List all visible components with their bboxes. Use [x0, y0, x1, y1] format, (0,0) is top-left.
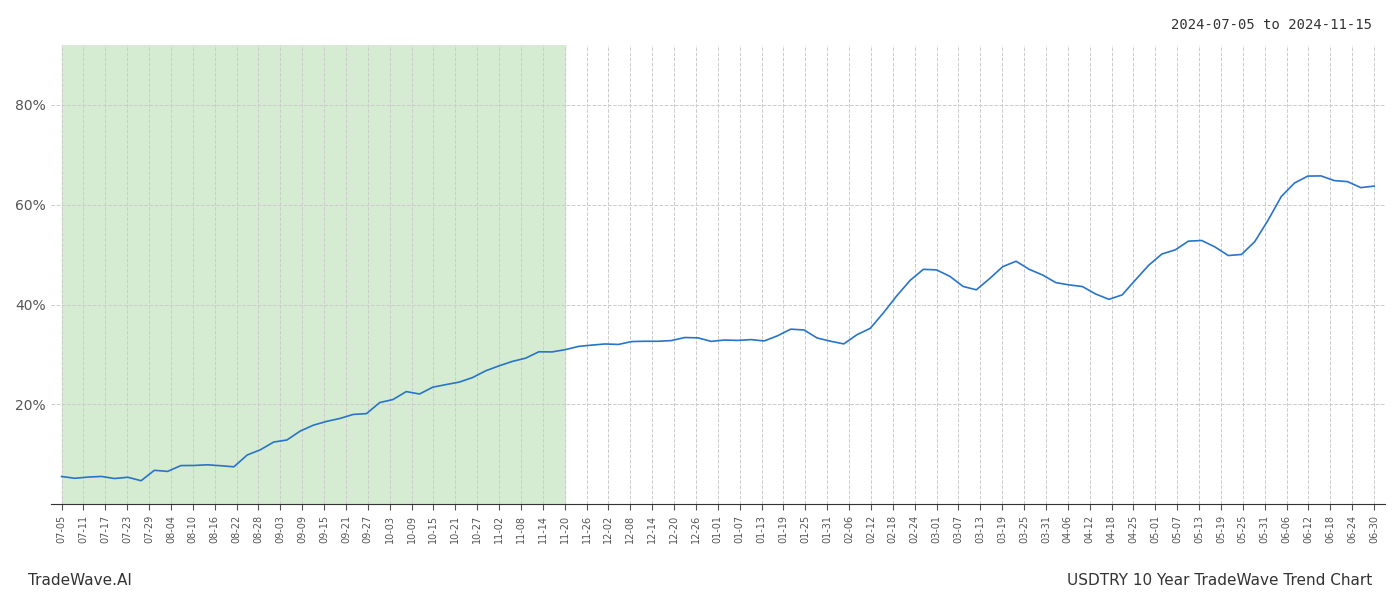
Text: 2024-07-05 to 2024-11-15: 2024-07-05 to 2024-11-15	[1170, 18, 1372, 32]
Text: TradeWave.AI: TradeWave.AI	[28, 573, 132, 588]
Bar	[62, 45, 564, 504]
Text: USDTRY 10 Year TradeWave Trend Chart: USDTRY 10 Year TradeWave Trend Chart	[1067, 573, 1372, 588]
